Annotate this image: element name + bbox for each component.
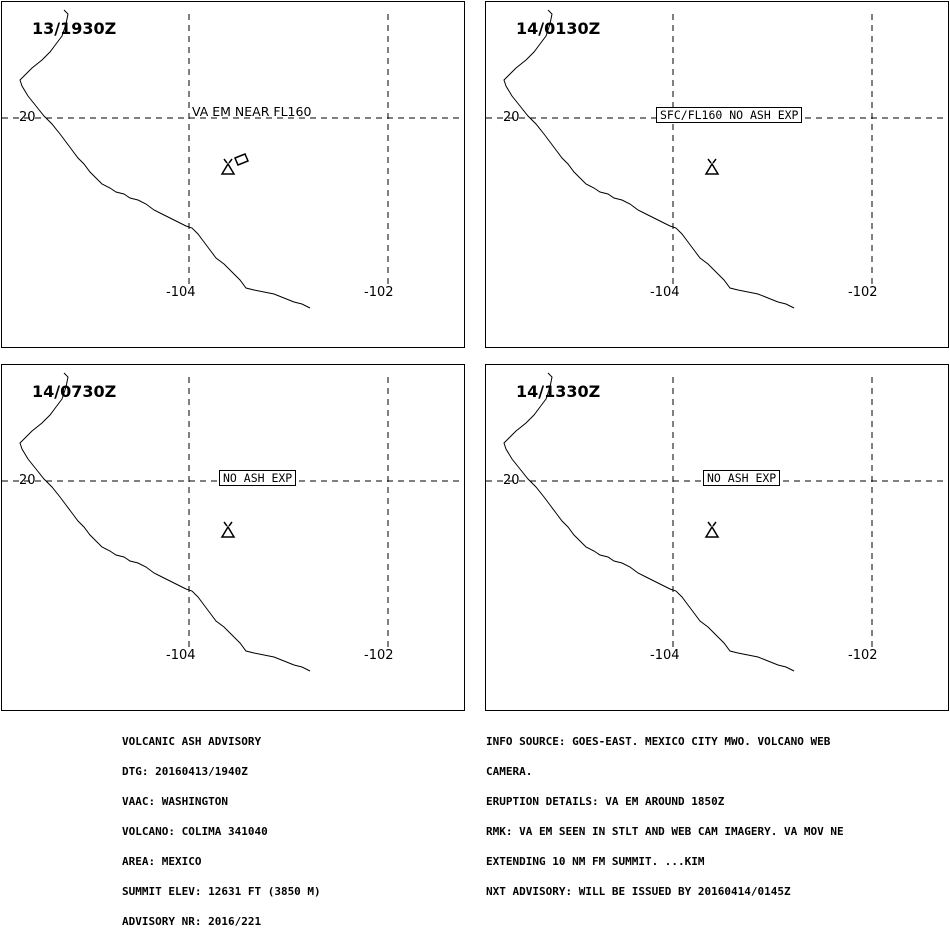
longitude-label: -102 xyxy=(848,285,878,300)
map-panel-3: 14/0730Z 20 -104 -102 NO ASH EXP xyxy=(1,364,465,711)
ash-annotation: SFC/FL160 NO ASH EXP xyxy=(656,107,803,123)
advisory-line: CAMERA. xyxy=(486,765,533,778)
advisory-line: ERUPTION DETAILS: VA EM AROUND 1850Z xyxy=(486,795,725,808)
ash-annotation: NO ASH EXP xyxy=(219,470,297,486)
advisory-line: AREA: MEXICO xyxy=(122,855,202,868)
map-panel-1: 13/1930Z 20 -104 -102 VA EM NEAR FL160 xyxy=(1,1,465,348)
ash-annotation: NO ASH EXP xyxy=(703,470,781,486)
longitude-label: -104 xyxy=(166,648,196,663)
advisory-line: RMK: VA EM SEEN IN STLT AND WEB CAM IMAG… xyxy=(486,825,844,838)
ash-annotation: VA EM NEAR FL160 xyxy=(192,104,312,119)
coastline xyxy=(19,9,311,309)
map-panel-4: 14/1330Z 20 -104 -102 NO ASH EXP xyxy=(485,364,949,711)
coastline xyxy=(503,372,795,672)
longitude-label: -102 xyxy=(364,648,394,663)
advisory-line: VOLCANO: COLIMA 341040 xyxy=(122,825,268,838)
volcano-icon xyxy=(704,521,720,538)
map-canvas xyxy=(2,372,464,672)
map-canvas xyxy=(486,372,948,672)
forecast-time: 13/1930Z xyxy=(32,19,117,38)
coastline xyxy=(503,9,795,309)
advisory-line: VAAC: WASHINGTON xyxy=(122,795,228,808)
ash-polygon-icon xyxy=(234,153,249,166)
longitude-label: -104 xyxy=(650,648,680,663)
coastline xyxy=(19,372,311,672)
advisory-header-text: VOLCANIC ASH ADVISORY DTG: 20160413/1940… xyxy=(122,717,321,937)
map-canvas xyxy=(2,9,464,309)
latitude-label: 20 xyxy=(503,110,520,125)
longitude-label: -104 xyxy=(650,285,680,300)
volcano-icon xyxy=(220,158,236,175)
map-canvas xyxy=(486,9,948,309)
advisory-line: EXTENDING 10 NM FM SUMMIT. ...KIM xyxy=(486,855,705,868)
longitude-label: -104 xyxy=(166,285,196,300)
advisory-line: SUMMIT ELEV: 12631 FT (3850 M) xyxy=(122,885,321,898)
longitude-label: -102 xyxy=(848,648,878,663)
forecast-time: 14/0130Z xyxy=(516,19,601,38)
advisory-line: ADVISORY NR: 2016/221 xyxy=(122,915,262,928)
latitude-label: 20 xyxy=(19,110,36,125)
advisory-line: NXT ADVISORY: WILL BE ISSUED BY 20160414… xyxy=(486,885,791,898)
latitude-label: 20 xyxy=(503,473,520,488)
advisory-details-text: INFO SOURCE: GOES-EAST. MEXICO CITY MWO.… xyxy=(486,717,844,907)
longitude-label: -102 xyxy=(364,285,394,300)
latitude-label: 20 xyxy=(19,473,36,488)
advisory-line: INFO SOURCE: GOES-EAST. MEXICO CITY MWO.… xyxy=(486,735,831,748)
forecast-time: 14/1330Z xyxy=(516,382,601,401)
forecast-time: 14/0730Z xyxy=(32,382,117,401)
advisory-line: DTG: 20160413/1940Z xyxy=(122,765,248,778)
advisory-line: VOLCANIC ASH ADVISORY xyxy=(122,735,262,748)
volcano-icon xyxy=(704,158,720,175)
volcano-icon xyxy=(220,521,236,538)
map-panel-2: 14/0130Z 20 -104 -102 SFC/FL160 NO ASH E… xyxy=(485,1,949,348)
